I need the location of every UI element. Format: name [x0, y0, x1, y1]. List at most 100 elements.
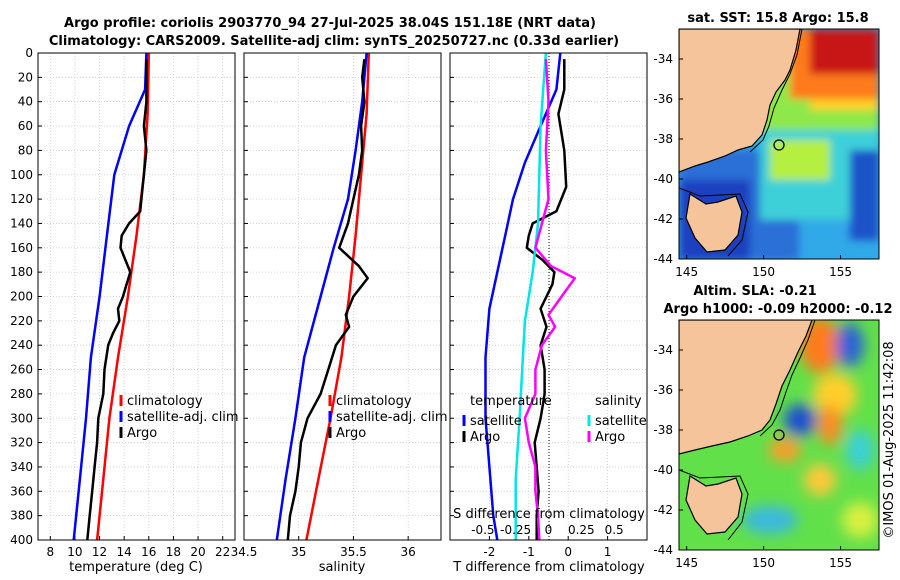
salinity-panel: 34.5 35 35.5 36 salinity climatologysatelli…: [231, 52, 448, 575]
depth-tick-label: 260: [10, 363, 33, 377]
sst-map: sat. SST: 15.8 Argo: 15.8 145 150 155 -34 -3…: [653, 11, 880, 279]
sla-blob-cyan-south: [742, 506, 798, 534]
legend-label: climatology: [127, 394, 203, 409]
diff-xtick-label: 1: [604, 545, 612, 559]
temperature-panel: 0 20 40 60 80 100 120 140 160 180 200 220 240 260 280 3…: [10, 46, 239, 575]
depth-tick-label: 140: [10, 216, 33, 230]
depth-tick-label: 400: [10, 533, 33, 547]
sla-blob-orange-centre: [818, 405, 842, 445]
difference-tick-labels: -2 -1 0 1 -0.5 -0.25 0 0.25 0.5: [471, 523, 624, 559]
diff-xtick-label: 0: [564, 545, 572, 559]
legend-label-temp: satellite: [470, 414, 522, 429]
temperature-gridlines: [38, 52, 235, 541]
sla-map-field: [679, 320, 879, 550]
sst-shelf-contour: [749, 29, 803, 153]
temp-xtick-label: 8: [46, 545, 54, 559]
map-xtick-label: 145: [675, 556, 698, 570]
sst-tasmania: [685, 193, 743, 253]
salinity-axes-box: [243, 52, 442, 541]
legend-label-sal: Argo: [595, 430, 625, 445]
temp-xtick-label: 10: [67, 545, 82, 559]
depth-tick-label: 280: [10, 387, 33, 401]
map-ytick-label: -42: [653, 503, 673, 517]
legend-label: satellite-adj. clim: [127, 410, 239, 425]
sst-map-frame: [678, 28, 880, 260]
depth-tick-label: 0: [25, 46, 33, 60]
sal-xtick-label: 34.5: [231, 545, 258, 559]
salinity-tick-labels: 34.5 35 35.5 36: [231, 545, 416, 559]
sla-blob-cyan-east: [846, 430, 874, 470]
diff-series-temperature-argo: [525, 59, 568, 540]
depth-tick-label: 220: [10, 314, 33, 328]
sla-map-subtitle: Argo h1000: -0.09 h2000: -0.12: [663, 302, 892, 317]
depth-tick-label: 300: [10, 411, 33, 425]
legend-label: climatology: [336, 394, 412, 409]
temp-xtick-label: 14: [117, 545, 132, 559]
map-ytick-label: -44: [653, 252, 673, 266]
diff-x2tick-label: -0.5: [471, 523, 494, 537]
map-ytick-label: -40: [653, 172, 673, 186]
sla-shelf-contour: [759, 320, 816, 437]
temp-xtick-label: 18: [166, 545, 181, 559]
sla-argo-marker: [773, 429, 785, 441]
sst-red-patch: [810, 29, 879, 74]
salinity-series: [275, 53, 371, 540]
sst-map-tick-labels: 145 150 155 -34 -36 -38 -40 -42 -44: [653, 52, 852, 279]
depth-tick-label: 180: [10, 265, 33, 279]
sal-series-satellite-adj-clim: [275, 53, 368, 540]
diff-x2tick-label: 0.25: [568, 523, 595, 537]
sal-series-climatology: [305, 53, 371, 540]
sal-series-argo: [286, 58, 369, 540]
depth-tick-label: 100: [10, 168, 33, 182]
map-ytick-label: -34: [653, 343, 673, 357]
difference-panel: -2 -1 0 1 -0.5 -0.25 0 0.25 0.5 T difference fro…: [449, 52, 648, 575]
difference-xlabel2: S difference from climatology: [453, 507, 645, 522]
legend-label-temp: Argo: [470, 430, 500, 445]
depth-tick-label: 360: [10, 484, 33, 498]
temperature-xlabel: temperature (deg C): [69, 560, 203, 575]
legend-label: Argo: [336, 426, 366, 441]
diff-xtick-label: -1: [523, 545, 535, 559]
map-xtick-label: 150: [752, 265, 775, 279]
legend-title-salinity: salinity: [595, 394, 642, 409]
legend-label-sal: satellite: [595, 414, 647, 429]
depth-tick-label: 160: [10, 241, 33, 255]
temp-xtick-label: 22: [215, 545, 230, 559]
sla-blob-yellowgreen: [842, 502, 878, 538]
depth-tick-label: 40: [18, 95, 33, 109]
sst-mainland: [679, 29, 801, 173]
legend-title-temperature: temperature: [470, 394, 552, 409]
sst-east-cold-patch: [850, 150, 879, 240]
diff-series-salinity-satellite: [514, 53, 548, 540]
sst-argo-marker: [773, 139, 785, 151]
diff-series-salinity-argo: [523, 59, 577, 540]
depth-tick-label: 200: [10, 290, 33, 304]
sla-blob-yellow: [813, 373, 857, 417]
title-line1: Argo profile: coriolis 2903770_94 27-Jul…: [64, 16, 596, 31]
temp-xtick-label: 16: [141, 545, 156, 559]
diff-x2tick-label: 0: [545, 523, 553, 537]
map-ytick-label: -44: [653, 543, 673, 557]
sla-map-frame: [678, 319, 880, 551]
map-ytick-label: -36: [653, 92, 673, 106]
sla-map-tick-labels: 145 150 155 -34 -36 -38 -40 -42 -44: [653, 343, 852, 570]
depth-tick-label: 80: [18, 143, 33, 157]
diff-x2tick-label: -0.25: [500, 523, 531, 537]
temperature-series: [72, 53, 151, 540]
map-xtick-label: 145: [675, 265, 698, 279]
sal-xtick-label: 35: [291, 545, 306, 559]
sla-tasmania: [685, 475, 743, 535]
sst-tas-contour: [679, 187, 749, 257]
sst-map-title: sat. SST: 15.8 Argo: 15.8: [687, 11, 868, 26]
title-line2: Climatology: CARS2009. Satellite-adj cli…: [49, 34, 619, 49]
temperature-axes-box: [37, 52, 236, 541]
difference-axes-box: [449, 52, 648, 541]
sal-xtick-label: 35.5: [340, 545, 367, 559]
temp-xtick-label: 20: [190, 545, 205, 559]
legend-label: satellite-adj. clim: [336, 410, 448, 425]
sla-blob-blue-centre: [784, 404, 816, 436]
depth-tick-label: 120: [10, 192, 33, 206]
diff-x2tick-label: 0.5: [605, 523, 624, 537]
